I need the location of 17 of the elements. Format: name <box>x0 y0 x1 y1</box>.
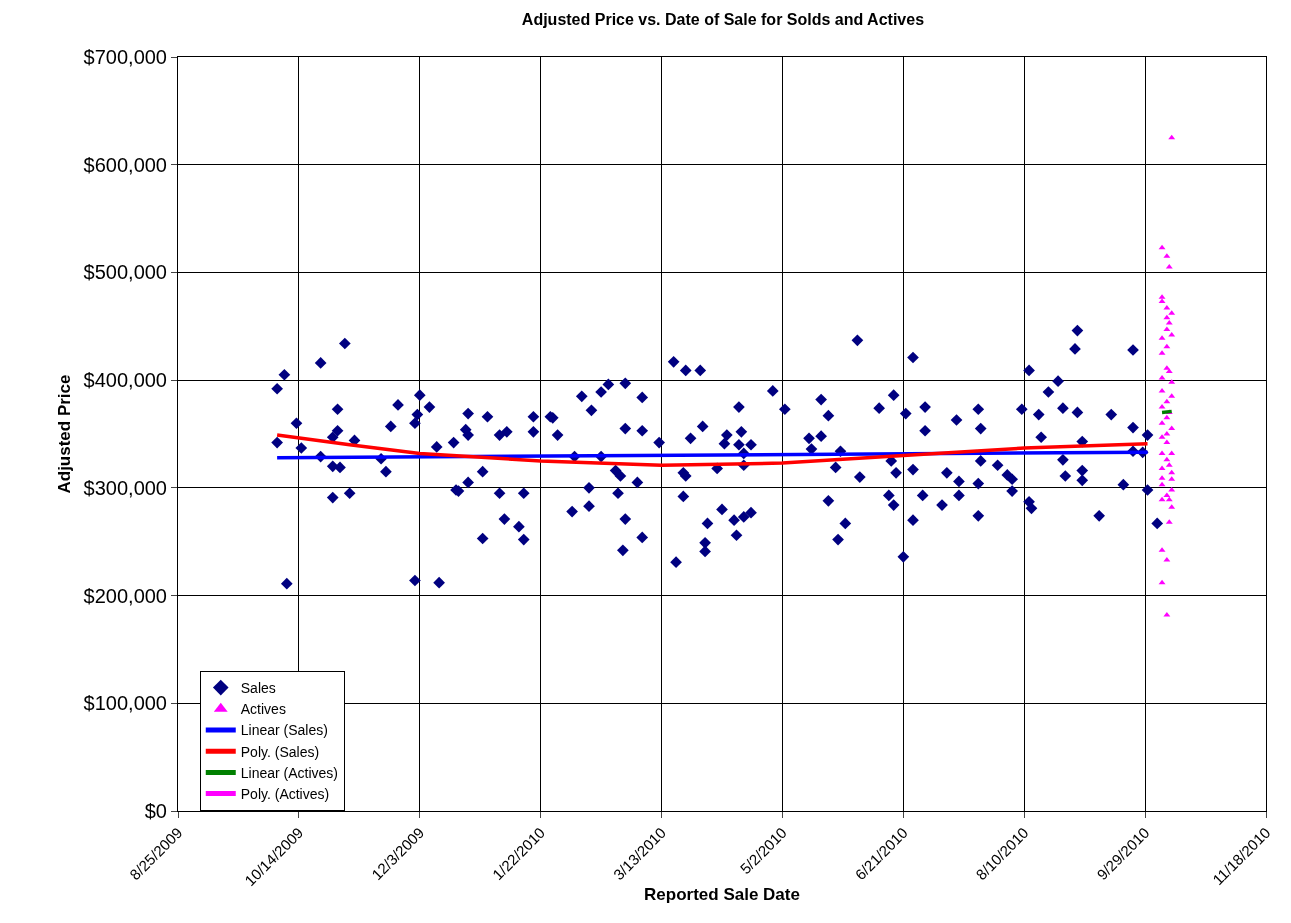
legend-label: Linear (Sales) <box>240 722 328 739</box>
chart-title: Adjusted Price vs. Date of Sale for Solds and Actives <box>521 11 925 29</box>
legend-label: Linear (Actives) <box>240 764 339 781</box>
x-axis-title: Reported Sale Date <box>644 885 800 905</box>
legend-label: Sales <box>240 680 276 697</box>
y-tick-label: $500,000 <box>83 261 167 284</box>
legend-label: Actives <box>240 701 286 718</box>
y-tick-label: $100,000 <box>83 692 167 715</box>
y-axis-title: Adjusted Price <box>55 374 75 494</box>
y-tick-label: $200,000 <box>83 584 167 607</box>
y-tick-label: $300,000 <box>83 476 167 499</box>
legend-label: Poly. (Actives) <box>240 786 330 803</box>
y-tick-label: $0 <box>144 800 167 822</box>
y-tick-label: $600,000 <box>83 153 167 176</box>
y-tick-label: $400,000 <box>83 369 167 392</box>
y-tick-label: $700,000 <box>83 46 167 68</box>
legend-label: Poly. (Sales) <box>240 743 320 760</box>
